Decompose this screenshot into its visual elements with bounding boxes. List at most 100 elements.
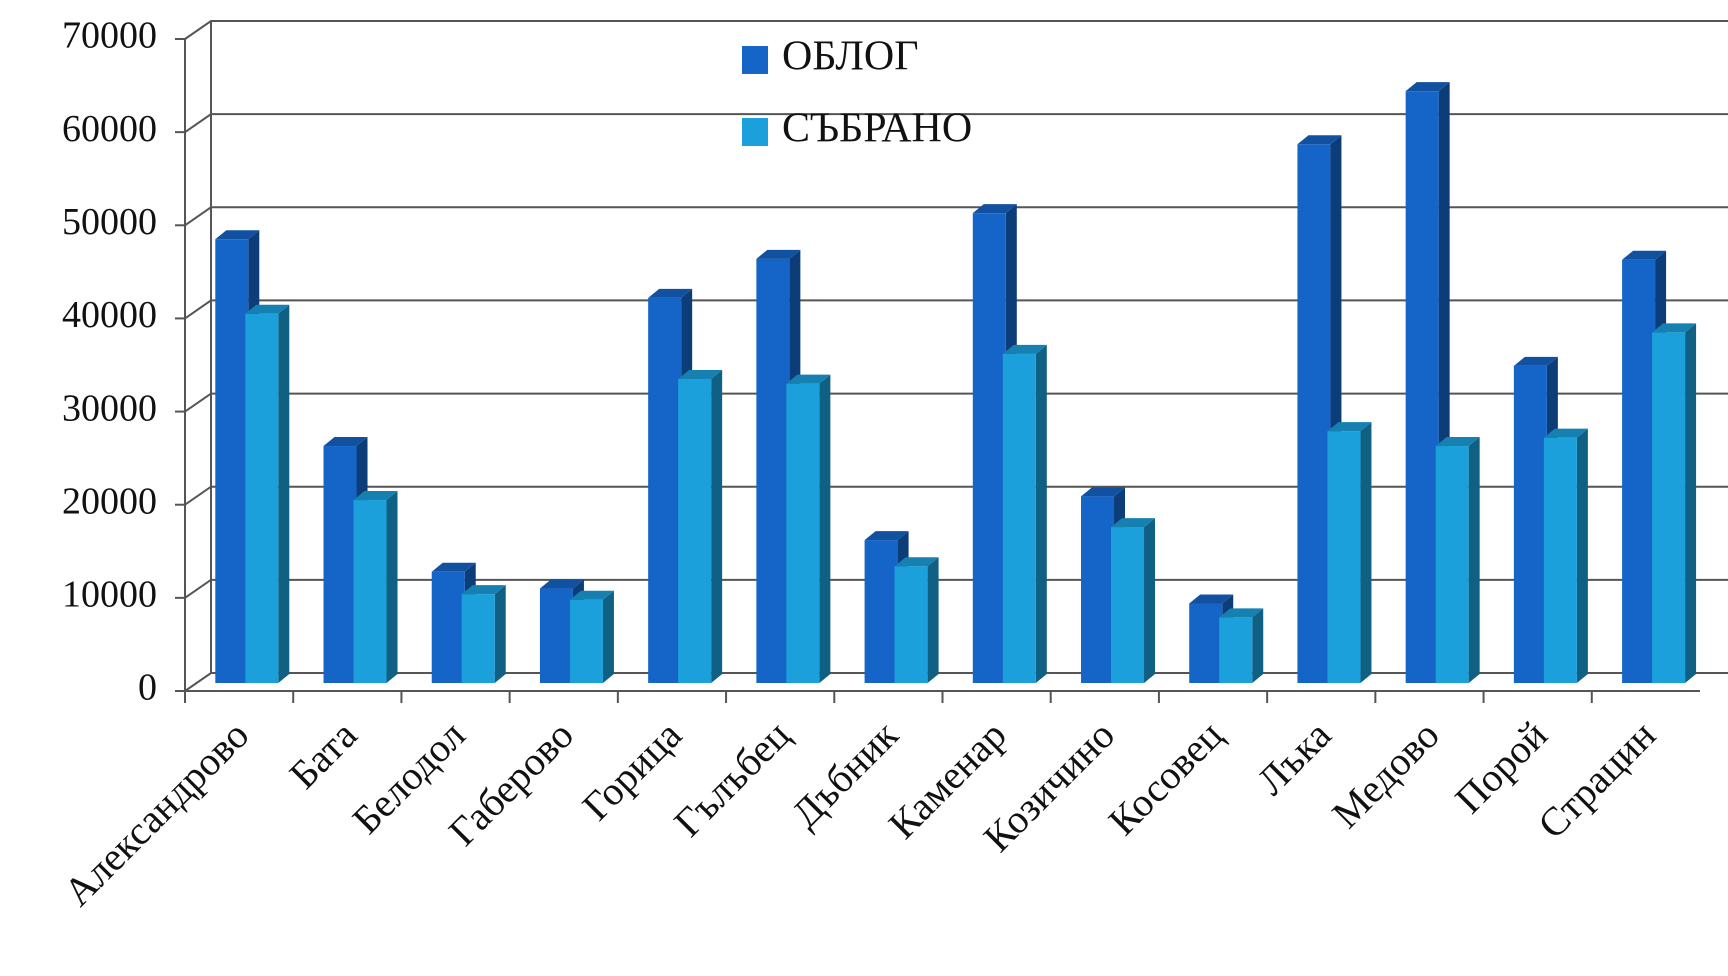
grid-line	[184, 20, 1728, 40]
bar	[894, 557, 939, 683]
bar-top	[1111, 518, 1156, 528]
bar-front	[786, 383, 820, 683]
bar-top	[1435, 437, 1480, 447]
bar	[1327, 422, 1372, 683]
bar-top	[1081, 487, 1126, 497]
bar	[786, 374, 831, 683]
y-tick-label: 30000	[62, 387, 157, 429]
bar	[1543, 428, 1588, 683]
bar-top	[786, 374, 831, 384]
bar-front	[245, 313, 279, 683]
bar-side	[386, 491, 398, 683]
bar-front	[894, 566, 928, 683]
bar-side	[1576, 428, 1588, 683]
bar	[678, 369, 723, 683]
bar-top	[461, 585, 506, 595]
bar-front	[756, 258, 790, 683]
bar	[569, 590, 614, 683]
bar	[245, 304, 290, 683]
bar-top	[1622, 250, 1667, 260]
bar-front	[1543, 437, 1577, 683]
bar-front	[539, 588, 573, 683]
bar-front	[569, 599, 603, 683]
bar-top	[648, 288, 693, 298]
bar-top	[1513, 356, 1558, 366]
x-tick-label: Бата	[280, 712, 365, 797]
grid-line	[184, 578, 1728, 599]
bar-top	[894, 557, 939, 567]
bar-top	[323, 437, 368, 447]
bar-top	[1543, 428, 1588, 438]
bar-top	[569, 590, 614, 600]
bar-side	[278, 304, 290, 683]
bar-front	[1405, 91, 1439, 683]
bar-side	[1360, 422, 1372, 683]
bar-side	[602, 590, 614, 683]
bar-top	[1652, 323, 1697, 333]
bar-side	[494, 585, 506, 683]
y-tick-label: 20000	[62, 480, 157, 522]
bar	[353, 491, 398, 683]
bar-front	[1081, 496, 1115, 683]
bar-top	[245, 304, 290, 314]
y-tick-label: 50000	[62, 201, 157, 243]
bar-top	[756, 249, 801, 259]
bar-front	[323, 446, 357, 683]
bar-front	[678, 378, 712, 683]
bar	[1435, 437, 1480, 683]
bar-front	[1297, 144, 1331, 683]
legend-label: ОБЛОГ	[782, 34, 919, 80]
bar-front	[1622, 259, 1656, 683]
bar-top	[353, 491, 398, 501]
y-tick-label: 10000	[62, 574, 157, 616]
bar-top	[1219, 608, 1264, 618]
bar-top	[431, 562, 476, 572]
y-tick-label: 0	[138, 667, 157, 709]
grid-line	[184, 299, 1728, 320]
bar-side	[1252, 608, 1264, 683]
x-tick-label: Александрово	[55, 712, 258, 915]
x-tick-label: Страцин	[1529, 712, 1664, 847]
bar-front	[353, 500, 387, 683]
bar	[1002, 344, 1047, 683]
bar-top	[678, 369, 723, 379]
bar-front	[1435, 446, 1469, 683]
bar-front	[648, 297, 682, 683]
bar-top	[1297, 135, 1342, 145]
bar-side	[1144, 518, 1156, 683]
bar	[1652, 323, 1697, 683]
bar-front	[461, 594, 495, 683]
bar-front	[1111, 527, 1145, 683]
bar-top	[1405, 82, 1450, 92]
bar-front	[1327, 431, 1361, 683]
bar-top	[539, 579, 584, 589]
bar-side	[1685, 323, 1697, 683]
bar-front	[1189, 603, 1223, 683]
bar-side	[711, 369, 723, 683]
bar-front	[972, 213, 1006, 684]
bar-front	[1513, 365, 1547, 683]
bar	[1111, 518, 1156, 683]
bar-top	[1189, 594, 1234, 604]
legend-swatch	[742, 46, 768, 74]
bar-top	[1002, 344, 1047, 354]
bar-side	[819, 374, 831, 683]
bar-top	[1327, 422, 1372, 432]
bar-front	[864, 540, 898, 683]
legend-label: СЪБРАНО	[782, 106, 972, 152]
bar-side	[1035, 344, 1047, 683]
x-tick-label: Косовец	[1100, 712, 1232, 844]
legend-swatch	[742, 118, 768, 146]
bar-top	[215, 230, 260, 240]
bar-top	[864, 531, 909, 541]
bar-top	[972, 204, 1017, 214]
bar-front	[431, 571, 465, 683]
bar-front	[1219, 617, 1253, 683]
bar-front	[1002, 353, 1036, 683]
y-tick-label: 60000	[62, 108, 157, 150]
x-tick-label: Медово	[1323, 712, 1448, 837]
grid-line	[184, 672, 1728, 692]
bar-front	[215, 239, 249, 683]
y-tick-label: 40000	[62, 294, 157, 336]
